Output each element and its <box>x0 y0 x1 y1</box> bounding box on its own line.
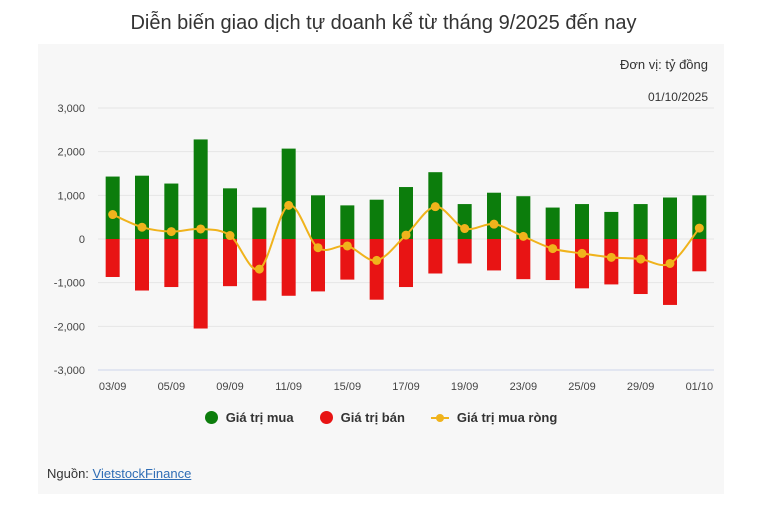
sell-bar <box>193 239 208 329</box>
net-point <box>108 210 118 220</box>
buy-bar <box>545 207 560 239</box>
chart-panel: Đơn vị: tỷ đồng 01/10/2025 3,000 2,000 1,0… <box>38 44 724 494</box>
source-prefix: Nguồn: <box>47 466 93 481</box>
sell-bar <box>692 239 707 272</box>
sell-bar <box>487 239 501 271</box>
x-tick-label: 29/09 <box>627 381 655 393</box>
sell-bar <box>633 239 648 295</box>
buy-bar <box>487 192 501 239</box>
net-point <box>342 241 352 251</box>
legend-item-buy[interactable]: Giá trị mua <box>204 410 294 425</box>
bars <box>105 139 707 329</box>
buy-bar <box>369 199 384 239</box>
net-point <box>196 224 206 234</box>
buy-bar <box>633 204 648 239</box>
source-line: Nguồn: VietstockFinance <box>47 466 191 481</box>
sell-bar <box>369 239 384 300</box>
y-tick-label: 3,000 <box>57 103 85 115</box>
net-point <box>254 264 264 274</box>
legend-net-symbol <box>430 412 449 424</box>
x-tick-label: 01/10 <box>686 381 714 393</box>
x-tick-label: 15/09 <box>334 381 362 393</box>
y-tick-label: -1,000 <box>54 278 85 290</box>
net-point <box>313 243 323 253</box>
sell-bar <box>340 239 355 280</box>
sell-bar <box>428 239 443 274</box>
net-point <box>460 224 470 234</box>
y-tick-label: 1,000 <box>57 190 85 202</box>
x-tick-label: 11/09 <box>275 381 302 393</box>
legend-sell-symbol <box>319 411 333 424</box>
buy-bar <box>193 139 208 239</box>
net-point <box>577 248 587 258</box>
buy-bar <box>340 205 355 239</box>
net-point <box>430 202 440 212</box>
sell-bar <box>663 239 677 305</box>
net-point <box>518 231 528 241</box>
y-tick-label: 0 <box>79 234 85 246</box>
net-point <box>166 227 176 237</box>
x-tick-label: 17/09 <box>392 381 420 393</box>
sell-bar <box>164 239 179 288</box>
y-tick-label: -3,000 <box>54 365 85 377</box>
buy-bar <box>663 197 677 239</box>
sell-bar <box>516 239 531 280</box>
legend-buy-label: Giá trị mua <box>225 410 294 425</box>
buy-bar <box>516 196 531 239</box>
legend-net-label: Giá trị mua ròng <box>456 410 558 425</box>
net-point <box>636 254 646 264</box>
net-line <box>108 200 704 274</box>
net-point <box>401 230 411 240</box>
sell-bar <box>575 239 589 289</box>
buy-bar <box>105 176 120 239</box>
legend-buy-symbol <box>204 411 218 424</box>
buy-bar <box>252 207 267 239</box>
buy-bar <box>281 148 296 239</box>
sell-bar <box>311 239 325 292</box>
net-point <box>606 252 616 262</box>
legend-sell-label: Giá trị bán <box>340 410 405 425</box>
x-tick-label: 09/09 <box>216 381 244 393</box>
buy-bar <box>457 204 472 239</box>
x-tick-label: 19/09 <box>451 381 479 393</box>
net-point <box>137 222 147 232</box>
y-axis-ticks: 3,000 2,000 1,000 0 -1,000 -2,000 -3,000 <box>54 103 85 377</box>
buy-bar <box>575 204 589 239</box>
date-label: 01/10/2025 <box>647 90 708 104</box>
sell-bar <box>457 239 472 264</box>
legend: Giá trị mua Giá trị bán Giá trị mua ròng <box>38 410 724 425</box>
sell-bar <box>281 239 296 296</box>
buy-bar <box>399 187 413 239</box>
buy-bar <box>311 195 325 239</box>
buy-bar <box>223 188 237 239</box>
net-point <box>284 200 294 210</box>
sell-bar <box>399 239 413 288</box>
sell-bar <box>105 239 120 277</box>
sell-bar <box>223 239 237 287</box>
bar-line-chart: 3,000 2,000 1,000 0 -1,000 -2,000 -3,000 03/09… <box>54 103 714 393</box>
unit-label: Đơn vị: tỷ đồng <box>619 57 708 72</box>
sell-bar <box>135 239 149 291</box>
x-tick-label: 05/09 <box>158 381 186 393</box>
net-point <box>665 258 675 268</box>
buy-bar <box>135 175 149 239</box>
buy-bar <box>604 211 619 239</box>
legend-item-sell[interactable]: Giá trị bán <box>319 410 405 425</box>
net-point <box>372 255 382 265</box>
x-tick-label: 03/09 <box>99 381 127 393</box>
net-point <box>694 223 704 233</box>
x-axis-ticks: 03/09 05/09 09/09 11/09 15/09 17/09 19/09 23/09… <box>99 381 713 393</box>
x-tick-label: 23/09 <box>510 381 538 393</box>
y-tick-label: -2,000 <box>54 321 85 333</box>
x-tick-label: 25/09 <box>568 381 596 393</box>
source-link[interactable]: VietstockFinance <box>92 466 192 481</box>
net-point <box>548 244 558 254</box>
chart-title: Diễn biến giao dịch tự doanh kể từ tháng… <box>130 12 637 34</box>
net-point <box>489 219 499 229</box>
legend-item-net[interactable]: Giá trị mua ròng <box>430 410 558 425</box>
buy-bar <box>164 183 179 239</box>
y-tick-label: 2,000 <box>57 147 85 159</box>
net-point <box>225 231 235 241</box>
